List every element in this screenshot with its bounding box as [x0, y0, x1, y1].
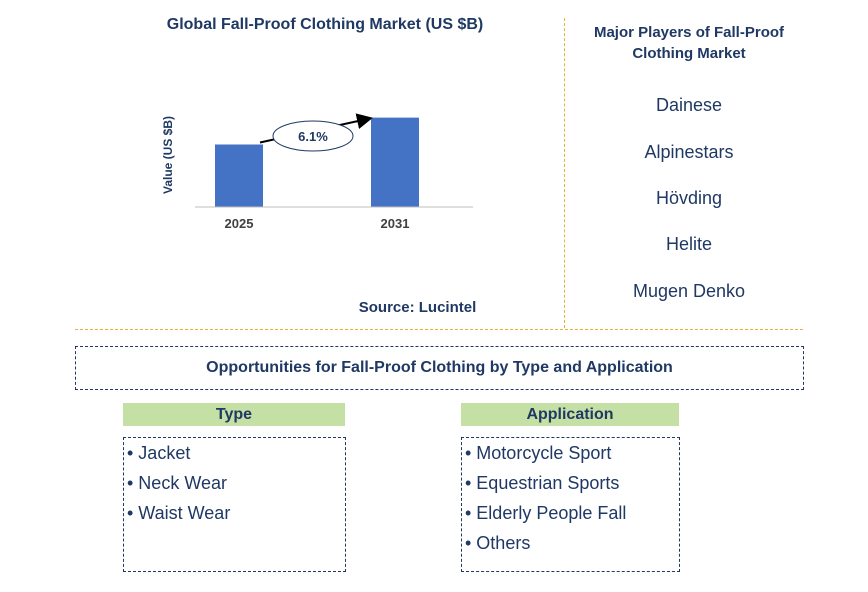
vertical-divider: [564, 18, 565, 328]
type-item: • Jacket: [127, 443, 191, 463]
application-item: • Equestrian Sports: [465, 473, 620, 493]
application-list: • Motorcycle Sport • Equestrian Sports •…: [461, 437, 680, 572]
player-item: Alpinestars: [644, 142, 734, 162]
bar-2025: [215, 144, 263, 207]
type-item: • Neck Wear: [127, 473, 227, 493]
cagr-ellipse: [272, 120, 354, 152]
application-item: • Others: [465, 533, 531, 553]
player-item: Helite: [665, 234, 713, 254]
x-tick-label: 2031: [381, 216, 410, 231]
player-item: Hövding: [655, 188, 723, 208]
bar-2031: [371, 117, 419, 207]
cagr-label: 6.1%: [298, 129, 328, 144]
application-item: • Motorcycle Sport: [465, 443, 612, 463]
player-item: Mugen Denko: [632, 281, 746, 301]
type-list: • Jacket • Neck Wear • Waist Wear: [123, 437, 346, 572]
application-header: Application: [461, 403, 679, 426]
x-tick-label: 2025: [225, 216, 254, 231]
player-item: Dainese: [655, 95, 723, 115]
horizontal-divider: [75, 329, 803, 330]
type-header: Type: [123, 403, 345, 426]
y-axis-label: Value (US $B): [161, 116, 175, 194]
chart-title: Global Fall-Proof Clothing Market (US $B…: [166, 16, 484, 33]
application-item: • Elderly People Fall: [465, 503, 627, 523]
opportunities-title: Opportunities for Fall-Proof Clothing by…: [75, 346, 804, 390]
bar-chart: Value (US $B) 2025 2031 6.1%: [161, 113, 473, 231]
source-label: Source: Lucintel: [358, 299, 477, 316]
type-item: • Waist Wear: [127, 503, 231, 523]
players-title: Major Players of Fall-Proof Clothing Mar…: [593, 24, 785, 62]
